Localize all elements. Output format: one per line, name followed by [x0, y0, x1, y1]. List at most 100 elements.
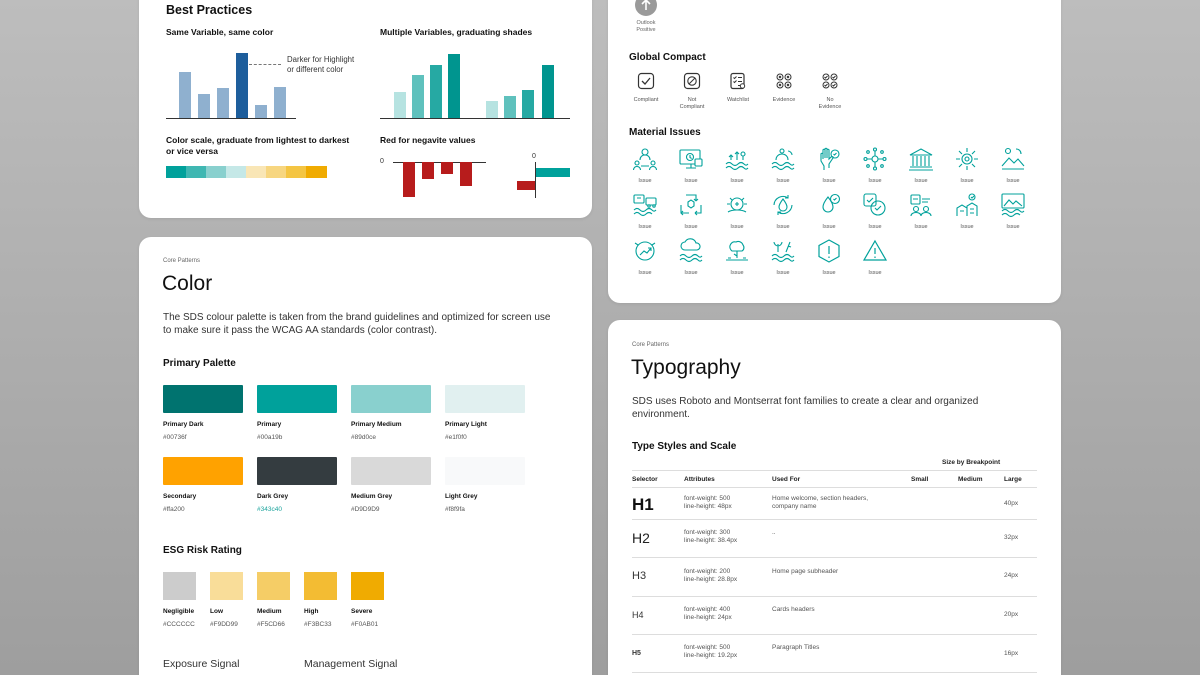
esg-name: Severe: [351, 608, 373, 615]
swatch-hex: #00736f: [163, 434, 187, 441]
color-title: Color: [162, 272, 213, 295]
table-row-selector: H3: [632, 570, 647, 582]
issue-label: Issue: [776, 178, 790, 184]
issue-label: Issue: [638, 224, 652, 230]
landscape-issue-icon: [1000, 146, 1026, 172]
description-line: SDS uses Roboto and Montserrat font fami…: [632, 396, 979, 407]
color-scale-strip: [166, 166, 327, 178]
chart-bar: [217, 88, 229, 118]
attr-line: line-height: 38.4px: [684, 537, 738, 544]
positive-horizontal-bar: [536, 168, 570, 177]
col-medium: Medium: [958, 476, 983, 483]
management-signal-heading: Management Signal: [304, 658, 398, 670]
gc-label-line: Evidence: [818, 104, 842, 110]
issue-label: Issue: [638, 178, 652, 184]
scale-step: [186, 166, 206, 178]
color-description: The SDS colour palette is taken from the…: [163, 311, 583, 337]
scale-step: [266, 166, 286, 178]
swatch-name: Dark Grey: [257, 493, 289, 500]
used-line: Paragraph Titles: [772, 644, 820, 651]
table-divider: [632, 519, 1037, 520]
highlight-leader-line: [249, 64, 281, 65]
swatch-primary: [257, 385, 337, 413]
attr-line: font-weight: 400: [684, 606, 731, 613]
employee-issue-icon: [908, 192, 934, 218]
gc-label-line: Watchlist: [726, 97, 750, 103]
color-scale-heading-line: Color scale, graduate from lightest to d…: [166, 135, 350, 145]
network-issue-icon: [862, 146, 888, 172]
growth-issue-icon: [632, 238, 658, 264]
esg-hex: #F3BC33: [304, 621, 332, 628]
chart-bar: [274, 87, 286, 118]
negative-horizontal-bar: [517, 181, 535, 190]
chart-bar-highlight: [236, 53, 248, 118]
description-line: The SDS colour palette is taken from the…: [163, 312, 551, 323]
attr-line: line-height: 48px: [684, 503, 732, 510]
issue-label: Issue: [914, 224, 928, 230]
issue-label: Issue: [730, 270, 744, 276]
chart-bar: [542, 65, 554, 118]
typography-description: SDS uses Roboto and Montserrat font fami…: [632, 395, 1052, 421]
outlook-label-line: Outlook: [636, 20, 656, 26]
esg-hex: #F0AB01: [351, 621, 379, 628]
water-issue-icon: [770, 146, 796, 172]
negative-bar: [460, 162, 472, 186]
scale-step: [166, 166, 186, 178]
chart-bar: [198, 94, 210, 118]
exposure-signal-heading: Exposure Signal: [163, 658, 240, 670]
description-line: to make sure it pass the WCAG AA standar…: [163, 325, 437, 336]
recycle-issue-icon: [678, 192, 704, 218]
esg-risk-heading: ESG Risk Rating: [163, 545, 242, 556]
issue-label: Issue: [868, 270, 882, 276]
storm-issue-icon: [678, 238, 704, 264]
swatch-hex: #D9D9D9: [351, 506, 380, 513]
waste-issue-icon: [862, 192, 888, 218]
esg-name: Negligible: [163, 608, 195, 615]
graduating-shades-bar-chart: [380, 49, 570, 119]
chart-bar: [394, 92, 406, 118]
chart-bar: [486, 101, 498, 118]
issue-label: Issue: [1006, 224, 1020, 230]
esg-swatch-low: [210, 572, 243, 600]
col-large: Large: [1004, 476, 1022, 483]
scale-step: [246, 166, 266, 178]
chart-bar: [448, 54, 460, 118]
screen-issue-icon: [678, 146, 704, 172]
issue-label: Issue: [684, 224, 698, 230]
evidence-icon: [775, 72, 793, 90]
issue-label: Issue: [868, 224, 882, 230]
color-card: Core Patterns Color The SDS colour palet…: [139, 237, 592, 675]
chart-bar: [179, 72, 191, 118]
table-row-large: 40px: [1004, 500, 1019, 507]
drop-badge-issue-icon: [816, 192, 842, 218]
swatch-hex: #f8f9fa: [445, 506, 465, 513]
issue-label: Issue: [1006, 178, 1020, 184]
issue-label: Issue: [730, 224, 744, 230]
same-variable-heading: Same Variable, same color: [166, 27, 274, 37]
issue-label: Issue: [684, 270, 698, 276]
primary-palette-heading: Primary Palette: [163, 358, 236, 369]
table-row-attributes: font-weight: 400 line-height: 24px: [684, 606, 732, 622]
same-color-bar-chart: [166, 49, 296, 119]
water-cycle-issue-icon: [770, 192, 796, 218]
swatch-name: Primary Medium: [351, 421, 402, 428]
community-issue-icon: [954, 192, 980, 218]
coastal-issue-icon: [1000, 192, 1026, 218]
issue-label: Issue: [960, 224, 974, 230]
table-row-used-for: Home welcome, section headers, company na…: [772, 495, 868, 511]
table-row-used-for: ..: [772, 529, 776, 537]
used-line: Home welcome, section headers,: [772, 495, 869, 502]
esg-hex: #F9DD99: [210, 621, 238, 628]
outlook-positive-label: Outlook Positive: [630, 20, 662, 34]
chart-bar: [522, 90, 534, 118]
issue-label: Issue: [822, 178, 836, 184]
material-issues-heading: Material Issues: [629, 127, 701, 138]
esg-swatch-medium: [257, 572, 290, 600]
esg-swatch-negligible: [163, 572, 196, 600]
table-divider: [632, 470, 1037, 471]
gc-label: Evidence: [761, 97, 807, 104]
gc-label-line: No: [826, 97, 834, 103]
no-evidence-icon: [821, 72, 839, 90]
typography-kicker: Core Patterns: [632, 342, 670, 348]
swatch-secondary: [163, 457, 243, 485]
